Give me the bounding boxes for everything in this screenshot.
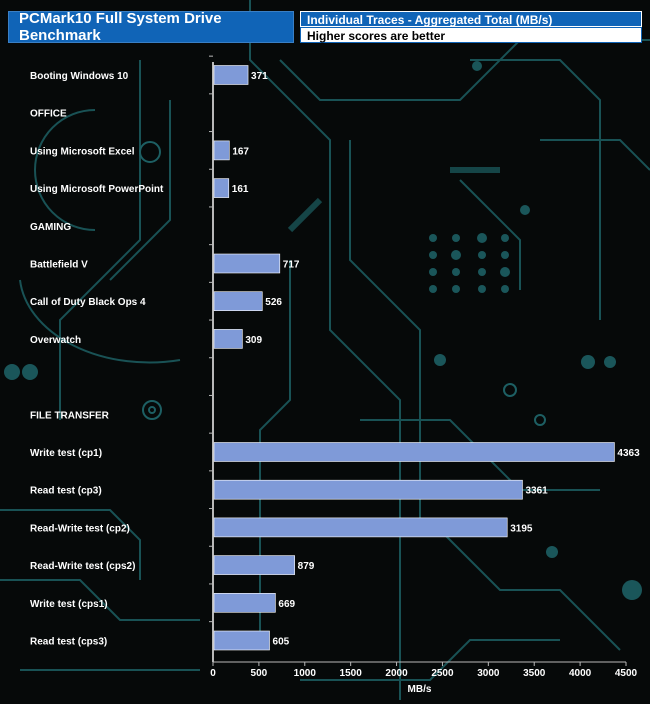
category-label: FILE TRANSFER (30, 410, 110, 421)
bar (213, 630, 270, 651)
bar (213, 140, 230, 161)
bar (213, 253, 281, 274)
bar-value-label: 3361 (525, 486, 548, 497)
category-label: Using Microsoft Excel (30, 146, 135, 157)
bar (213, 517, 508, 538)
chart-subtitle: Individual Traces - Aggregated Total (MB… (300, 11, 642, 27)
category-label: OFFICE (30, 109, 67, 120)
category-label: Write test (cps1) (30, 599, 108, 610)
category-label: Write test (cp1) (30, 448, 102, 459)
bar-value-label: 3195 (510, 523, 533, 534)
bar-value-label: 309 (245, 335, 262, 346)
category-label: GAMING (30, 222, 71, 233)
bar (213, 178, 230, 198)
category-label: Read-Write test (cps2) (30, 561, 135, 572)
bar (213, 291, 263, 312)
category-label: Call of Duty Black Ops 4 (30, 297, 146, 308)
bar-value-label: 526 (265, 297, 282, 308)
x-axis-label: MB/s (408, 684, 432, 695)
category-label: Read-Write test (cp2) (30, 523, 130, 534)
category-label: Battlefield V (30, 260, 88, 271)
x-tick-label: 3500 (523, 668, 546, 679)
category-label: Using Microsoft PowerPoint (30, 184, 164, 195)
bar (213, 65, 249, 85)
bar (213, 329, 243, 349)
x-tick-label: 2000 (385, 668, 408, 679)
x-tick-label: 1500 (340, 668, 363, 679)
category-label: Read test (cp3) (30, 486, 102, 497)
bar (213, 555, 295, 575)
x-tick-label: 1000 (294, 668, 317, 679)
bar-value-label: 605 (273, 637, 290, 648)
x-tick-label: 0 (210, 668, 216, 679)
bar-value-label: 161 (232, 184, 249, 195)
x-tick-label: 500 (251, 668, 268, 679)
category-label: Overwatch (30, 335, 81, 346)
chart-title: PCMark10 Full System Drive Benchmark (8, 10, 294, 44)
category-label: Booting Windows 10 (30, 71, 129, 82)
bar (213, 442, 615, 462)
bar-value-label: 4363 (617, 448, 640, 459)
category-label: Read test (cps3) (30, 637, 107, 648)
bar (213, 592, 276, 613)
bar-value-label: 879 (298, 561, 315, 572)
bar-value-label: 669 (278, 599, 295, 610)
x-tick-label: 2500 (431, 668, 454, 679)
chart-note: Higher scores are better (300, 27, 642, 43)
bar-value-label: 371 (251, 71, 268, 82)
x-tick-label: 3000 (477, 668, 500, 679)
bar (213, 479, 523, 500)
bar-value-label: 167 (232, 146, 249, 157)
bar-value-label: 717 (283, 260, 300, 271)
x-tick-label: 4500 (615, 668, 638, 679)
x-tick-label: 4000 (569, 668, 592, 679)
